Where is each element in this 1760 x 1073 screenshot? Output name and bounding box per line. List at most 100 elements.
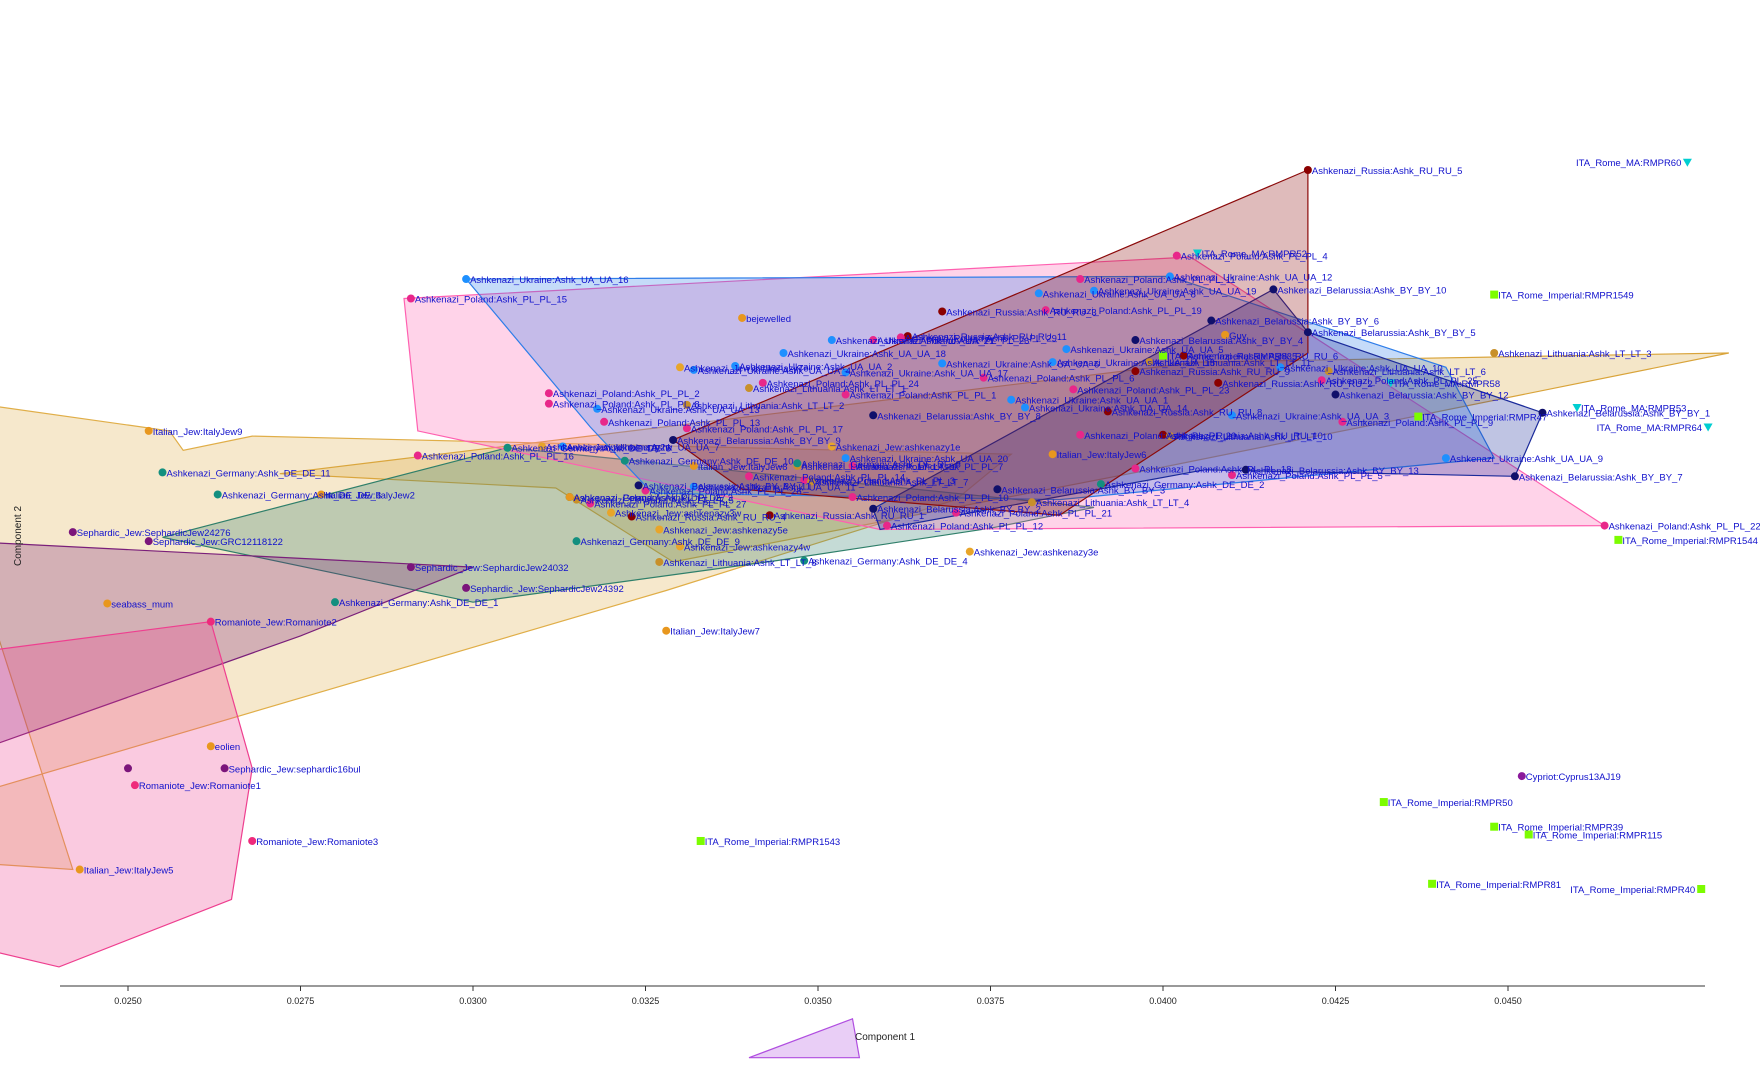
data-point-label: Ashkenazi_Ukraine:Ashk_UA_UA_17 [850,368,1008,379]
data-point [1379,798,1388,807]
data-point-label: Ashkenazi_Ukraine:Ashk_UA_UA_3 [1236,411,1389,422]
data-point-label: Ashkenazi_Lithuania:Ashk_LT_LT_4 [1036,498,1189,509]
data-point-label: Ashkenazi_Russia:Ashk_RU_RU_2 [1222,379,1373,390]
data-point [827,442,836,451]
hull-italian-jew [0,406,1013,871]
data-point-label: Ashkenazi_Jew:ashkenazy3e [974,548,1099,559]
data-point-label: Ashkenazi_Poland:Ashk_PL_PL_13 [608,418,760,429]
data-point-label: Ashkenazi_Jew:ashkenazy3w [615,509,741,520]
data-point-label: Ashkenazi_Poland:Ashk_PL_PL_21 [960,509,1112,520]
data-point [124,764,132,773]
data-point [1428,879,1437,888]
x-axis-title: Component 1 [855,1032,915,1043]
data-point [1048,358,1057,367]
data-point-label: Ashkenazi_Ukraine:Ashk_UA_UA_9 [1450,454,1603,465]
data-point [1193,249,1202,258]
data-point [1317,376,1326,385]
data-point [848,461,857,470]
data-point [1517,772,1526,781]
data-point-label: Ashkenazi_Ukraine:Ashk_UA_UA_21 [836,336,994,347]
data-point [696,836,705,845]
data-point-label: ITA_Rome_Imperial:RMPR1549 [1498,291,1634,302]
data-point-label: Ashkenazi_Poland:Ashk_PL_PL_27 [574,493,726,504]
data-point-label: Sephardic_Jew:GRC12118122 [153,537,283,548]
data-point-label: ITA_Rome_Imperial:RMPR47 [1422,413,1547,424]
data-point-label: ITA_Rome_Imperial:RMPR40 [1570,885,1695,896]
data-point-label: Ashkenazi_Poland:Ashk_PL_PL_18 [1139,465,1291,476]
data-point-label: ITA_Rome_Imperial:RMPR115 [1533,830,1663,841]
hull-ashkenazi-lithuania [279,352,1729,563]
data-point [317,490,326,499]
data-point-label: Ashkenazi_Poland:Ashk_PL_PL_29 [905,333,1057,344]
data-point [1269,285,1278,294]
data-point [655,557,664,566]
data-point-label: Ashkenazi_Germany:Ashk_DE_DE_3 [574,493,733,504]
data-point-label: ITA_Rome_Imperial:RMPR1544 [1622,536,1758,547]
x-tick-label: 0.0400 [1149,996,1177,1006]
x-tick-label: 0.0275 [287,996,315,1006]
data-point [903,332,912,341]
data-point [689,365,698,374]
data-point [765,511,774,520]
data-point-label: Ashkenazi_Poland:Ashk_PL_PL_4 [1181,252,1328,263]
data-point [1069,385,1078,394]
data-point-label: Ashkenazi_Poland:Ashk_PL_PL_20 [1084,431,1236,442]
data-point-label: Ashkenazi_Poland:Ashk_PL_PL_5 [1236,471,1383,482]
data-point [1614,535,1623,544]
label-layer: ITA_Rome_MA:RMPR60 ITA_Rome_MA:RMPR52 ITA_… [77,158,1760,896]
data-point-label: Ashkenazi_Lithuania:Ashk_LT_LT_2 [691,401,844,412]
data-point-label: Ashkenazi_Germany:Ashk_DE_DE_8 [801,459,960,470]
data-point [758,378,767,387]
data-point [572,537,581,546]
data-point-label: Ashkenazi_Ukraine:Ashk_UA_UA_4 [698,366,851,377]
data-point [896,333,905,342]
data-point [544,399,553,408]
data-point-label: Italian_Jew:ItalyJew7 [670,627,760,638]
data-point [544,389,553,398]
data-point-label: Ashkenazi_Poland:Ashk_PL_PL_28 [650,487,802,498]
data-point-label: ITA_Rome_MA:RMPR52 [1202,249,1307,260]
data-point [738,313,747,322]
data-point-label: Ashkenazi_Lithuania:Ashk_LT_LT_5 [581,496,734,507]
data-point-label: Ashkenazi_Russia:Ashk_RU_RU_4 [636,513,787,524]
data-point [1331,390,1340,399]
data-point [682,400,691,409]
data-point [1172,251,1181,260]
data-point-label: Ashkenazi_Poland:Ashk_PL_PL_27 [594,500,746,511]
data-point [1324,367,1333,376]
data-point [206,742,215,751]
data-point-label: Ashkenazi_Ukraine:Ashk_UA_UA_6 [946,359,1099,370]
data-point [993,485,1002,494]
data-point [841,390,850,399]
data-point [1600,521,1609,530]
data-point [75,865,84,874]
data-point [627,512,636,521]
data-point-label: Ashkenazi_Ukraine:Ashk_UA_UA_8 [1043,289,1196,300]
data-point-label: Ashkenazi_Belarussia:Ashk_BY_BY_6 [1215,317,1379,328]
data-point-label: Ashkenazi_Jew:ashkenazy1e [836,442,961,453]
data-point-label: Ashkenazi_Jew:ashkenazy2w [546,442,672,453]
data-point [731,361,740,370]
data-point-label: Ashkenazi_Poland:Ashk_PL_PL_10 [857,493,1009,504]
data-point-label: Ashkenazi_Poland:Ashk_PL_PL_14 [753,472,905,483]
hull-ashkenazi-ukraine [464,275,1496,501]
data-point-label: Ashkenazi_Ukraine:Ashk_UA_UA_11 [698,483,856,494]
data-point-label: Ashkenazi_Belarussia:Ashk_BY_BY_11 [643,481,811,492]
data-point-label: Ashkenazi_Poland:Ashk_PL_PL_11 [1084,275,1235,286]
y-axis-title: Component 2 [13,506,24,566]
data-point [1490,290,1499,299]
data-point [965,547,974,556]
data-point [1131,367,1140,376]
data-point-label: Ashkenazi_Russia:Ashk_RU_RU_10 [1167,431,1323,442]
data-point-label: Ashkenazi_Belarussia:Ashk_BY_BY_5 [1312,328,1476,339]
data-point [848,493,857,502]
data-point-label: Ashkenazi_Poland:Ashk_PL_PL_22 [1609,522,1760,533]
data-point [572,495,581,504]
data-point [1414,412,1423,421]
data-point [1103,407,1112,416]
data-point [869,411,878,420]
data-point [1076,275,1085,284]
data-point-label: Ashkenazi_Belarussia:Ashk_BY_BY_8 [877,411,1041,422]
data-point-label: bejewelled [746,314,791,325]
